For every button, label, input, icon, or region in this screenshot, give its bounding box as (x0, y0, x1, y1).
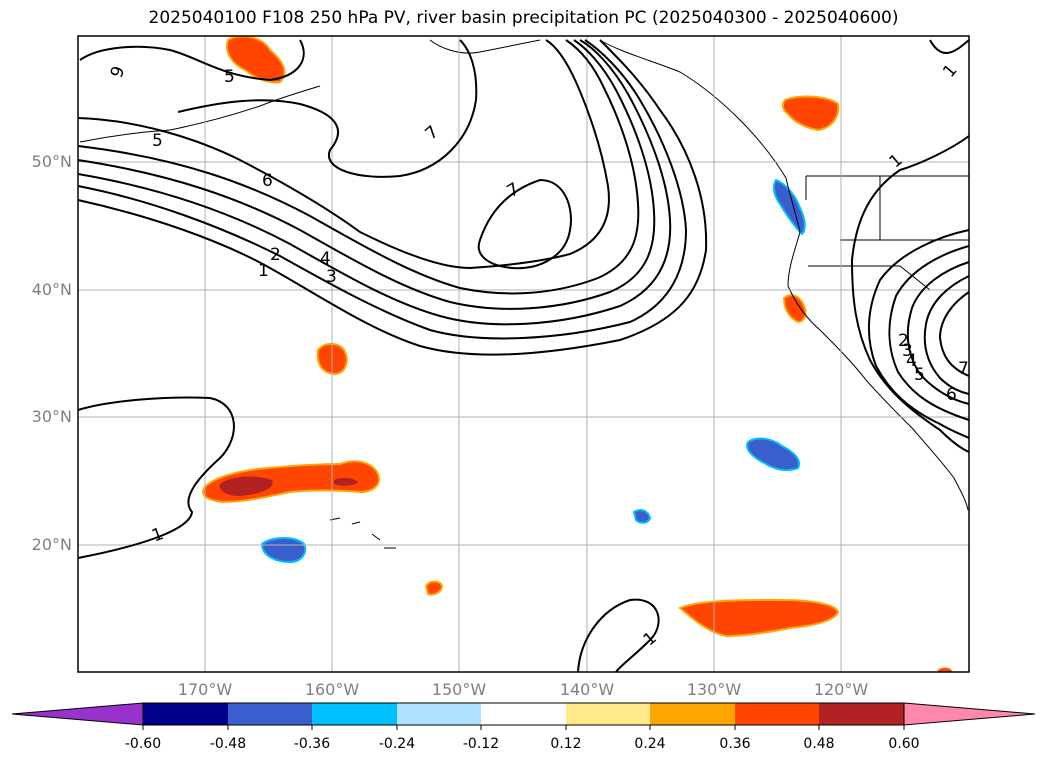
colorbar-tick: -0.12 (462, 736, 500, 752)
lon-label-130w: 130°W (686, 680, 742, 699)
colorbar-tick: -0.60 (124, 736, 162, 752)
lat-label-30n: 30°N (31, 407, 72, 426)
map-title: 2025040100 F108 250 hPa PV, river basin … (148, 8, 899, 28)
lat-label-40n: 40°N (31, 280, 72, 299)
colorbar-segment (397, 703, 481, 725)
colorbar-segment (819, 703, 904, 725)
lon-label-120w: 120°W (813, 680, 869, 699)
colorbar-tick: 0.36 (719, 736, 751, 752)
precip-core-25n (219, 476, 273, 496)
colorbar-segment (481, 703, 566, 725)
colorbar-tick: 0.60 (888, 736, 920, 752)
lat-label-20n: 20°N (31, 535, 72, 554)
contour-label: 6 (946, 385, 957, 405)
precip-region-28n (746, 437, 800, 472)
contour-label: 2 (270, 245, 281, 265)
precip-region-17n (424, 580, 444, 596)
coastlines (79, 39, 969, 549)
colorbar-extend-right (903, 702, 1036, 726)
lon-label-170w: 170°W (177, 680, 233, 699)
precip-region-22n (632, 509, 652, 524)
colorbar-tick: 0.24 (634, 736, 666, 752)
graticule (78, 36, 969, 672)
colorbar-segment (566, 703, 650, 725)
contour-label: 2 (898, 331, 909, 351)
contour-label: 7 (958, 359, 969, 379)
precip-region-bc (782, 95, 840, 132)
colorbar-tick: -0.36 (293, 736, 331, 752)
contour-label: 6 (262, 171, 273, 191)
contour-label: 3 (326, 267, 337, 287)
contour-label: 5 (914, 365, 925, 385)
colorbar-tick: -0.48 (209, 736, 247, 752)
colorbar-segment (228, 703, 312, 725)
pv-contours (77, 39, 970, 673)
colorbar-segment (735, 703, 819, 725)
precip-core-25n-b (334, 477, 358, 486)
colorbar-tick: 0.48 (803, 736, 835, 752)
colorbar-extend-left (11, 702, 144, 726)
contour-label: 5 (224, 67, 235, 87)
lon-label-160w: 160°W (304, 680, 360, 699)
precip-region-ca (782, 294, 807, 324)
colorbar-tick: -0.24 (378, 736, 416, 752)
colorbar-segment (312, 703, 397, 725)
precip-region-20n (260, 537, 307, 564)
contour-label: 5 (152, 131, 163, 151)
contour-label: 3 (902, 341, 913, 361)
lon-label-140w: 140°W (559, 680, 615, 699)
contour-label: 4 (320, 249, 331, 269)
colorbar-tick: 0.12 (550, 736, 582, 752)
precip-region-15n (678, 598, 840, 638)
lon-label-150w: 150°W (431, 680, 487, 699)
precip-region-ak (226, 35, 286, 84)
colorbar (11, 702, 1036, 730)
lat-label-50n: 50°N (31, 152, 72, 171)
contour-label: 4 (906, 351, 917, 371)
contour-labels: 9 5 7 5 6 7 2 4 3 1 1 1 1 2 3 4 5 6 7 1 (107, 61, 969, 651)
colorbar-segment (650, 703, 735, 725)
contour-label: 1 (258, 261, 269, 281)
colorbar-segment (143, 703, 228, 725)
map-border (77, 35, 970, 673)
